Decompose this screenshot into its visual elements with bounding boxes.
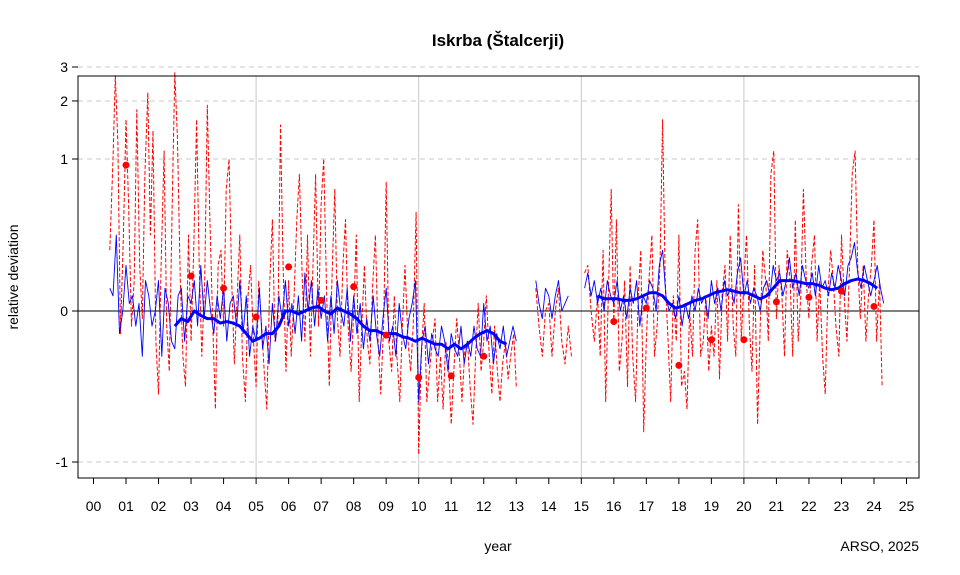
credit-label: ARSO, 2025 (840, 538, 919, 554)
x-tick-label: 14 (541, 498, 557, 514)
x-tick-label: 10 (411, 498, 427, 514)
x-tick-label: 07 (313, 498, 329, 514)
x-tick-label: 00 (86, 498, 102, 514)
y-tick-label: 2 (60, 93, 68, 109)
x-tick-label: 23 (834, 498, 850, 514)
moving-average-line (173, 304, 508, 351)
x-tick-label: 12 (476, 498, 492, 514)
x-axis-title: year (484, 538, 512, 554)
annual-deviation-point (317, 296, 325, 304)
x-tick-label: 02 (151, 498, 167, 514)
annual-deviation-point (382, 331, 390, 339)
x-tick-label: 05 (248, 498, 264, 514)
monthly-trend-line (535, 280, 569, 320)
annual-deviation-point (870, 302, 878, 310)
x-tick-label: 15 (574, 498, 590, 514)
series-layer (109, 72, 885, 455)
x-tick-label: 11 (444, 498, 459, 514)
x-tick-label: 18 (671, 498, 687, 514)
annual-deviation-point (805, 293, 813, 301)
x-tick-label: 21 (769, 498, 785, 514)
annual-deviation-point (675, 361, 683, 369)
monthly-trend-line (109, 234, 517, 403)
y-tick-label: 1 (60, 151, 68, 167)
annual-deviation-point (350, 283, 358, 291)
annual-deviation-point (252, 313, 260, 321)
y-axis: 3 2 1 0 -1 (56, 59, 78, 470)
x-tick-label: 01 (118, 498, 134, 514)
x-tick-label: 16 (606, 498, 622, 514)
x-tick-label: 09 (378, 498, 394, 514)
monthly-deviation-line (584, 119, 883, 433)
annual-deviation-point (122, 161, 130, 169)
x-tick-label: 08 (346, 498, 362, 514)
x-tick-label: 13 (508, 498, 524, 514)
monthly-deviation-line (109, 72, 517, 455)
y-axis-title: relative deviation (5, 224, 21, 329)
y-tick-label: 0 (60, 303, 68, 319)
monthly-trend-line (584, 242, 885, 327)
annual-deviation-point (480, 352, 488, 360)
annual-deviation-point (740, 336, 748, 344)
annual-deviation-point (187, 272, 195, 280)
gridlines (78, 66, 919, 478)
x-tick-label: 06 (281, 498, 297, 514)
moving-average-line (596, 277, 879, 310)
annual-deviation-point (285, 263, 293, 271)
chart-title: Iskrba (Štalcerji) (432, 31, 564, 50)
x-tick-label: 04 (216, 498, 232, 514)
monthly-deviation-line (535, 287, 572, 365)
x-tick-label: 25 (899, 498, 915, 514)
x-axis: 00 01 02 03 04 05 06 07 08 09 10 11 12 13 14 15 16 17 18 19… (86, 478, 915, 514)
annual-deviation-point (415, 373, 423, 381)
x-tick-label: 19 (704, 498, 720, 514)
annual-deviation-point (220, 284, 228, 292)
annual-deviation-point (707, 336, 715, 344)
annual-deviation-point (772, 298, 780, 306)
plot-frame (77, 75, 920, 479)
annual-deviation-point (447, 372, 455, 380)
x-tick-label: 03 (183, 498, 199, 514)
x-tick-label: 24 (866, 498, 882, 514)
y-tick-label: 3 (60, 59, 68, 75)
x-tick-label: 22 (801, 498, 817, 514)
x-tick-label: 20 (736, 498, 752, 514)
x-tick-label: 17 (639, 498, 655, 514)
annual-deviation-point (837, 287, 845, 295)
annual-deviation-point (642, 304, 650, 312)
annual-deviation-point (610, 318, 618, 326)
y-tick-label: -1 (56, 454, 69, 470)
